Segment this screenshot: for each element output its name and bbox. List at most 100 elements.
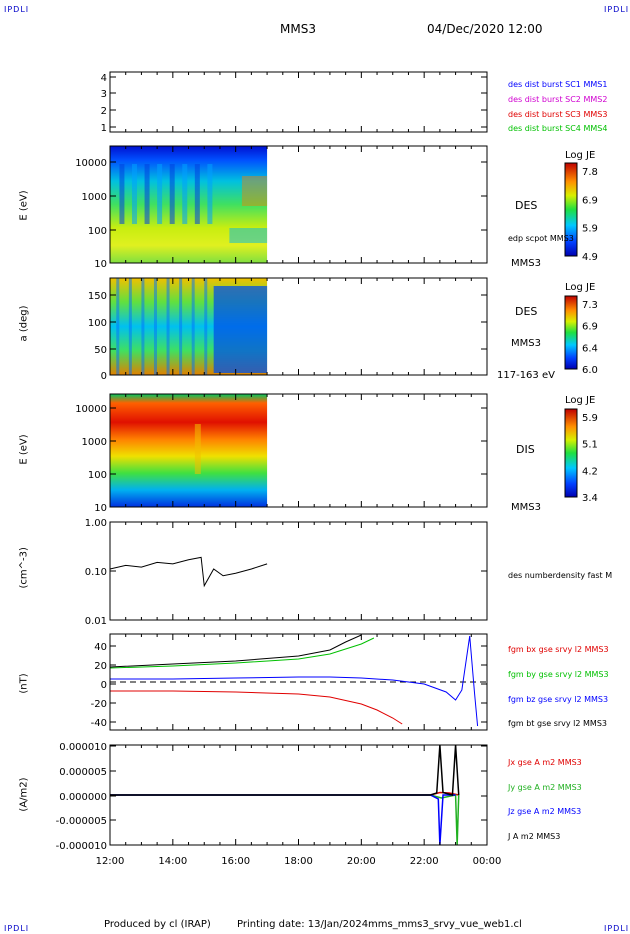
colorbar-tick-label: 7.3 [582,300,598,311]
xtick-label: 20:00 [347,856,376,867]
ytick-label: 0.10 [85,567,107,578]
edp-scpot-label: edp scpot MMS3 [508,234,574,243]
bz-line [110,635,479,727]
des-energy-stripe [157,164,163,224]
des-energy-stripe [169,164,175,224]
colorbar-1 [564,162,578,257]
des-energy-stripe [182,164,188,224]
corner-tag-bottom-right: IPDLI [604,924,630,933]
legend-jy: Jy gse A m2 MMS3 [508,783,582,792]
xtick-label: 00:00 [473,856,502,867]
j-line [110,744,460,796]
des-pitch-stripe [204,278,208,375]
colorbar-2-title: Log JE [565,282,596,293]
ytick-label: 2 [101,106,107,117]
colorbar-tick-label: 3.4 [582,493,598,504]
des-pitch-ylabel: a (deg) [18,305,30,342]
corner-tag-top-right: IPDLI [604,5,630,14]
colorbar-3-title: Log JE [565,395,596,406]
ytick-label: 100 [88,470,107,481]
footer-printing-date: Printing date: 13/Jan/2024 [237,919,369,930]
ytick-label: -40 [91,718,107,729]
des-energy-sc-label: MMS3 [511,258,541,269]
density-ylabel: (cm^-3) [18,547,30,589]
corner-tag-bottom-left: IPDLI [4,924,30,933]
footer-produced-by: Produced by cl (IRAP) [104,919,211,930]
xtick-label: 22:00 [410,856,439,867]
footer-file: mms_mms3_srvy_vue_web1.cl [368,919,522,930]
des-energy-stripe [207,164,213,224]
colorbar-tick-label: 4.2 [582,466,598,477]
legend-jx: Jx gse A m2 MMS3 [508,758,582,767]
ytick-label: 10 [94,259,107,270]
dis-sc-label: MMS3 [511,502,541,513]
jy-line [110,794,460,846]
colorbar-tick-label: 6.9 [582,322,598,333]
ytick-label: 0.000010 [59,742,107,753]
ytick-label: 100 [88,318,107,329]
des-pitch-stripes [116,278,208,375]
legend-density: des numberdensity fast M [508,571,613,580]
ytick-label: 40 [94,642,107,653]
by-line [109,637,375,669]
xtick-label: 14:00 [158,856,187,867]
des-pitch-stripe [128,278,132,375]
current-ylabel: (A/m2) [18,777,30,812]
jz-line [110,794,456,846]
ytick-label: 10 [94,503,107,514]
legend-bx: fgm bx gse srvy l2 MMS3 [508,645,609,654]
ytick-label: 150 [88,291,107,302]
colorbar-1-title: Log JE [565,150,596,161]
des-pitch-stripe [179,278,183,375]
des-pitch-stripe [141,278,145,375]
ytick-label: 1 [101,123,107,134]
page-title: MMS3 [280,22,316,36]
des-label: DES [515,199,538,212]
des-energy-stripe [194,164,200,224]
des-energy-low-band [229,228,268,243]
ytick-label: 0.000005 [59,767,107,778]
des-energy-hot-band [241,176,268,206]
ytick-label: -20 [91,699,107,710]
des-energy-stripe [119,164,125,224]
xtick-label: 12:00 [96,856,125,867]
ytick-label: -0.000005 [56,816,107,827]
ytick-label: 4 [101,73,107,84]
des-pitch-stripe [153,278,157,375]
dis-label: DIS [516,443,535,456]
ytick-label: 1000 [82,437,107,448]
legend-jz: Jz gse A m2 MMS3 [508,807,582,816]
des-pitch-label: DES [515,305,538,318]
colorbar-tick-label: 7.8 [582,167,598,178]
ytick-label: 1000 [82,192,107,203]
des-energy-stripe [144,164,150,224]
dis-energy-notch [194,424,201,474]
des-pitch-stripe [166,278,170,375]
ytick-label: 10000 [75,404,107,415]
des-pitch-stripe [116,278,120,375]
panel-frame-5 [109,521,488,621]
dis-energy-ylabel: E (eV) [18,434,30,465]
colorbar-tick-label: 6.0 [582,365,598,376]
ytick-label: 1.00 [85,518,107,529]
density-line [109,556,268,588]
corner-tag-top-left: IPDLI [4,5,30,14]
colorbar-tick-label: 4.9 [582,252,598,263]
colorbar-tick-label: 5.9 [582,224,598,235]
legend-mms4: des dist burst SC4 MMS4 [508,124,608,133]
ytick-label: 100 [88,226,107,237]
colorbar-tick-label: 5.1 [582,440,598,451]
colorbar-tick-label: 6.9 [582,195,598,206]
panel-frame-1 [109,71,488,133]
ytick-label: 0.01 [85,616,107,627]
colorbar-2 [564,295,578,370]
legend-mms2: des dist burst SC2 MMS2 [508,95,608,104]
ytick-label: 0 [101,371,107,382]
colorbar-3 [564,408,578,498]
xtick-label: 16:00 [221,856,250,867]
ytick-label: -0.000010 [56,841,107,852]
legend-j: J A m2 MMS3 [508,832,561,841]
colorbar-tick-label: 5.9 [582,413,598,424]
bt-line [109,634,362,668]
